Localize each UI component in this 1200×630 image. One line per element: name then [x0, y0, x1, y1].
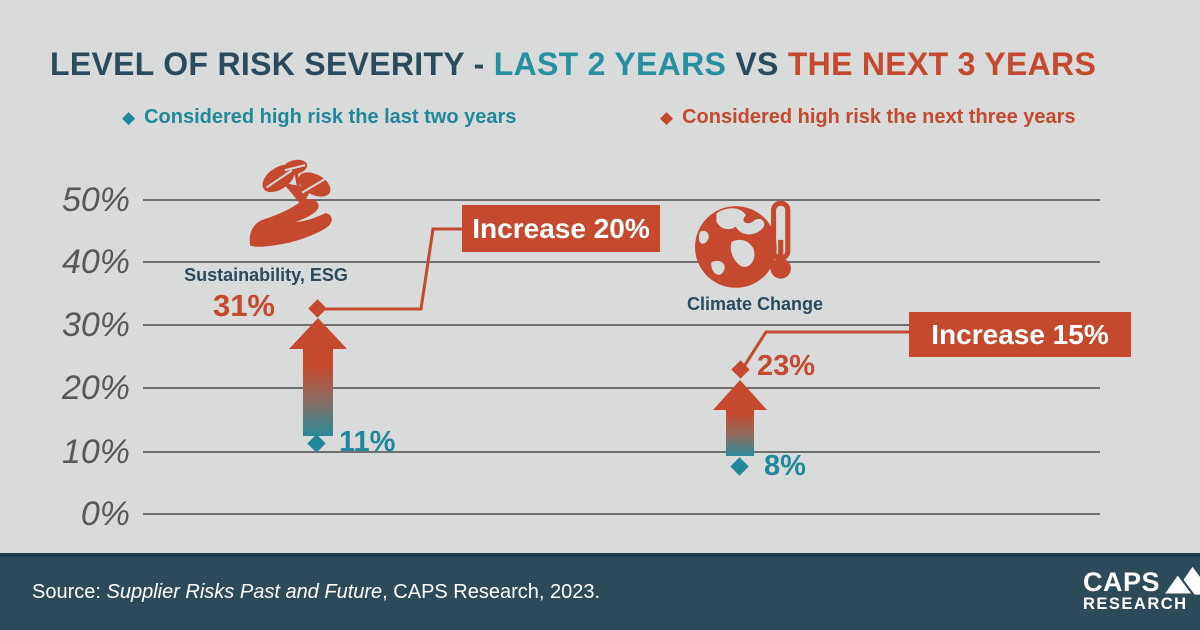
gridline-20 — [143, 387, 1100, 389]
y-tick-30: 30% — [61, 306, 130, 344]
category-label-climate: Climate Change — [686, 294, 824, 314]
legend-label: Considered high risk the next three year… — [682, 105, 1076, 128]
future-value-sustainability: 31% — [212, 288, 275, 323]
increase-callout-sustainability: Increase 20% — [462, 205, 660, 252]
diamond-icon: ◆ — [660, 107, 674, 127]
y-tick-10: 10% — [61, 433, 130, 471]
title-part-1: LEVEL OF RISK SEVERITY - — [50, 46, 494, 82]
source-prefix: Source: — [32, 581, 107, 603]
title-part-4: THE NEXT 3 YEARS — [787, 46, 1097, 82]
y-tick-20: 20% — [61, 369, 130, 407]
gridline-50 — [143, 199, 1100, 201]
gridline-10 — [143, 451, 1100, 453]
past-value-climate: 8% — [764, 450, 806, 482]
y-tick-50: 50% — [61, 181, 130, 219]
hand-leaves-icon — [249, 159, 332, 247]
increase-callout-climate: Increase 15% — [909, 312, 1131, 357]
logo-research-text: RESEARCH — [1083, 595, 1188, 613]
future-marker-sustainability — [308, 299, 327, 318]
past-marker-climate — [730, 457, 749, 476]
title-part-3: VS — [726, 46, 788, 82]
footer-bar: Source: Supplier Risks Past and Future, … — [0, 553, 1200, 630]
source-suffix: , CAPS Research, 2023. — [382, 581, 601, 603]
page-title: LEVEL OF RISK SEVERITY - LAST 2 YEARS VS… — [50, 46, 1180, 83]
caps-research-logo: CAPS RESEARCH — [1083, 563, 1200, 613]
gridline-0 — [143, 513, 1100, 515]
increase-arrow-sustainability — [289, 318, 347, 436]
legend-item-next-three-years: ◆ Considered high risk the next three ye… — [660, 102, 1076, 132]
future-value-climate: 23% — [757, 350, 816, 382]
diamond-icon: ◆ — [122, 107, 136, 127]
source-title: Supplier Risks Past and Future — [106, 581, 383, 603]
future-marker-climate — [731, 360, 750, 379]
logo-caps-text: CAPS — [1083, 567, 1161, 597]
y-tick-0: 0% — [80, 495, 130, 533]
y-tick-40: 40% — [61, 243, 130, 281]
gridline-30 — [143, 324, 1100, 326]
past-value-sustainability: 11% — [339, 426, 396, 458]
source-text: Source: Supplier Risks Past and Future, … — [32, 581, 600, 604]
past-marker-sustainability — [307, 434, 326, 453]
globe-thermometer-icon — [695, 200, 791, 288]
mountain-icon — [1163, 566, 1200, 595]
title-part-2: LAST 2 YEARS — [493, 46, 727, 82]
legend-label: Considered high risk the last two years — [144, 105, 517, 128]
legend-item-last-two-years: ◆ Considered high risk the last two year… — [122, 102, 516, 132]
increase-arrow-climate — [713, 380, 767, 456]
gridline-40 — [143, 261, 1100, 263]
category-label-sustainability: Sustainability, ESG — [184, 265, 348, 285]
